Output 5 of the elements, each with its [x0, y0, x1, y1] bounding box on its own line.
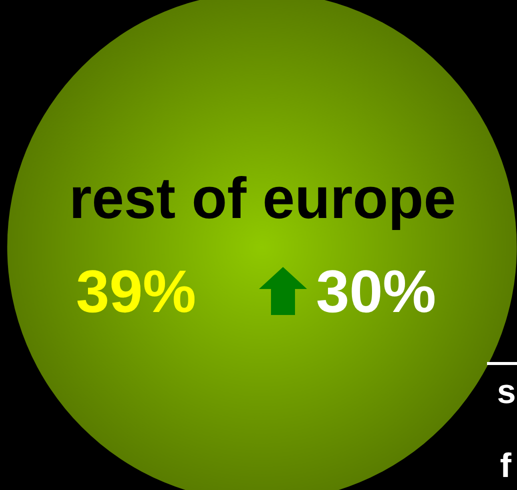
text: s — [497, 372, 516, 412]
text: f — [500, 446, 512, 486]
text: 30% — [316, 258, 436, 326]
data-label: 39% — [76, 258, 196, 326]
category-label: rest of europe — [68, 165, 457, 233]
